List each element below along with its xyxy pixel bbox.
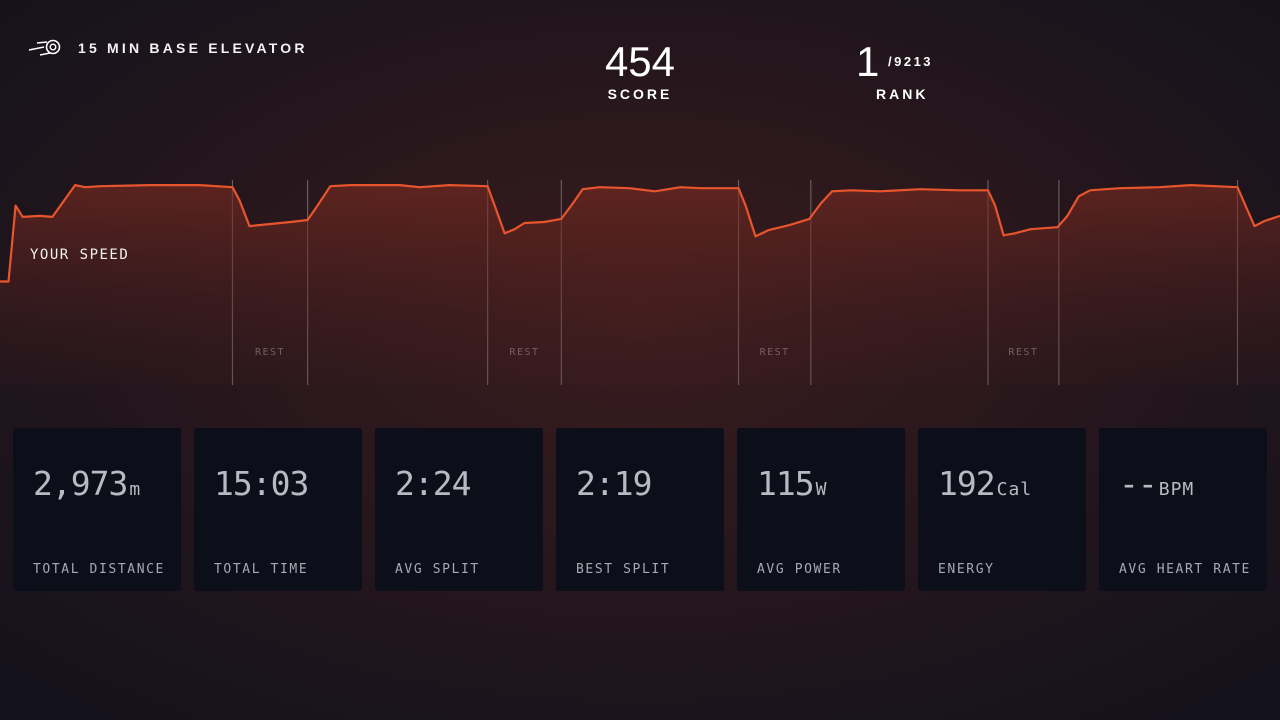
metric-card-avg-split: 2:24 AVG SPLIT [375, 428, 543, 591]
metric-number: -- [1119, 464, 1158, 503]
metric-label: BEST SPLIT [576, 562, 671, 577]
metric-unit: m [129, 479, 142, 500]
workout-header: 15 MIN BASE ELEVATOR [28, 36, 308, 60]
metric-value: -- BPM [1119, 464, 1194, 503]
metric-card-avg-power: 115 W AVG POWER [737, 428, 905, 591]
speed-chart: RESTRESTRESTREST [0, 180, 1280, 385]
rank-total: /9213 [888, 54, 934, 69]
metric-label: TOTAL TIME [214, 562, 309, 577]
metric-number: 2:24 [395, 464, 471, 503]
metric-unit: W [815, 479, 828, 500]
speed-area [0, 185, 1280, 385]
metric-label: ENERGY [938, 562, 995, 577]
metric-value: 115 W [757, 464, 827, 503]
score-stat: 454 SCORE [600, 38, 680, 103]
metric-card-total-time: 15:03 TOTAL TIME [194, 428, 362, 591]
speed-line [0, 184, 1280, 283]
metric-value: 192 Cal [938, 464, 1032, 503]
metric-value: 2:19 [576, 464, 653, 503]
metric-label: AVG POWER [757, 562, 842, 577]
metric-card-avg-heart-rate: -- BPM AVG HEART RATE [1099, 428, 1267, 591]
metric-label: AVG SPLIT [395, 562, 480, 577]
metric-card-best-split: 2:19 BEST SPLIT [556, 428, 724, 591]
rank-stat: 1 RANK [850, 38, 946, 103]
metric-label: AVG HEART RATE [1119, 562, 1251, 577]
metric-number: 2,973 [33, 464, 128, 503]
metric-value: 2:24 [395, 464, 472, 503]
metric-value: 15:03 [214, 464, 310, 503]
workout-title: 15 MIN BASE ELEVATOR [78, 40, 308, 56]
speed-ball-icon [28, 39, 61, 56]
score-label: SCORE [607, 86, 673, 102]
metric-label: TOTAL DISTANCE [33, 562, 165, 577]
rank-value: 1 [856, 38, 880, 85]
metric-unit: Cal [996, 479, 1033, 500]
metric-card-total-distance: 2,973 m TOTAL DISTANCE [13, 428, 181, 591]
metrics-row: 2,973 m TOTAL DISTANCE 15:03 TOTAL TIME 2:24 A… [13, 428, 1267, 591]
chart-title: YOUR SPEED [30, 247, 130, 263]
metric-value: 2,973 m [33, 464, 141, 503]
rank-label: RANK [876, 86, 929, 102]
metric-card-energy: 192 Cal ENERGY [918, 428, 1086, 591]
metric-number: 15:03 [214, 464, 309, 503]
metric-number: 115 [757, 464, 815, 503]
metric-number: 192 [938, 464, 996, 503]
metric-unit: BPM [1158, 479, 1195, 500]
metric-number: 2:19 [576, 464, 652, 503]
score-value: 454 [604, 38, 676, 85]
